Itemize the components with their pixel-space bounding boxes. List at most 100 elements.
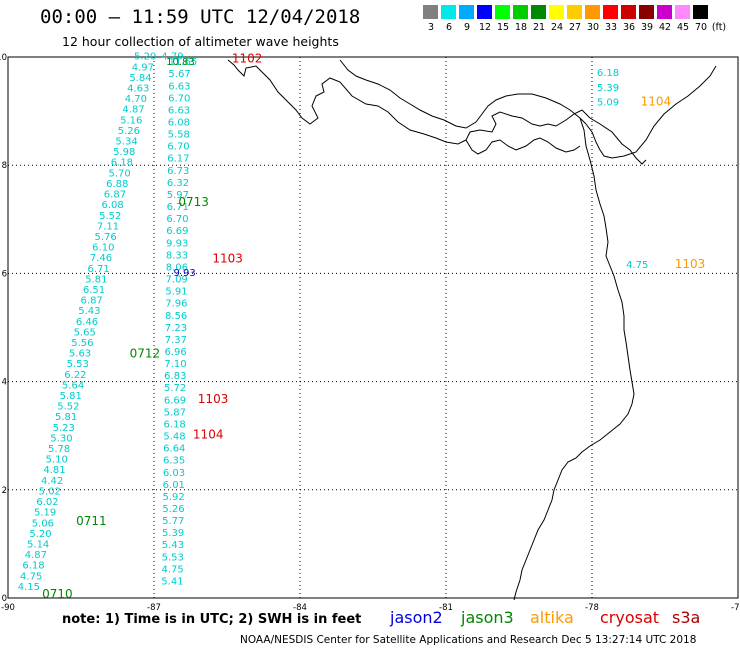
scale-swatch xyxy=(657,5,672,19)
wave-height-value: 6.87 xyxy=(104,190,126,201)
wave-height-values: 5.204.975.844.634.704.875.165.265.345.98… xyxy=(18,52,649,593)
wave-height-value: 6.73 xyxy=(167,166,189,177)
scale-label: 39 xyxy=(640,22,654,33)
scale-label: 18 xyxy=(514,22,528,33)
wave-height-value: 5.72 xyxy=(164,383,186,394)
lon-tick-label: -81 xyxy=(439,603,453,613)
lon-tick-label: -84 xyxy=(293,603,307,613)
wave-height-value: 5.20 xyxy=(29,529,51,540)
footer-credit: NOAA/NESDIS Center for Satellite Applica… xyxy=(240,634,697,646)
wave-height-value: 6.70 xyxy=(167,142,189,153)
pass-time-label: 0713 xyxy=(178,195,209,209)
wave-height-value: 5.39 xyxy=(597,83,619,94)
wave-height-value: 6.08 xyxy=(101,200,123,211)
legend-jason2: jason2 xyxy=(390,608,443,627)
wave-height-value: 9.93 xyxy=(173,268,195,279)
wave-height-value: 6.88 xyxy=(106,179,128,190)
coastline xyxy=(227,59,717,601)
scale-swatch xyxy=(459,5,474,19)
legend-s3a: s3a xyxy=(672,608,701,627)
wave-height-value: 8.56 xyxy=(165,311,187,322)
wave-height-value: 8.33 xyxy=(166,250,188,261)
scale-swatch xyxy=(567,5,582,19)
wave-height-value: 6.64 xyxy=(163,444,185,455)
scale-label: 36 xyxy=(622,22,636,33)
scale-label: 24 xyxy=(550,22,564,33)
wave-height-value: 5.39 xyxy=(162,528,184,539)
scale-label: 3 xyxy=(427,22,435,33)
wave-height-value: 5.10 xyxy=(46,455,68,466)
wave-height-value: 6.96 xyxy=(165,347,187,358)
map-frame xyxy=(7,56,739,599)
wave-height-value: 5.26 xyxy=(118,126,140,137)
wave-height-value: 6.71 xyxy=(88,264,110,275)
wave-height-value: 7.11 xyxy=(97,221,119,232)
map-title: 00:00 – 11:59 UTC 12/04/2018 xyxy=(40,6,361,28)
pass-time-label: 1103 xyxy=(212,252,243,266)
wave-height-value: 4.42 xyxy=(41,476,63,487)
wave-height-value: 5.48 xyxy=(163,432,185,443)
lat-tick-label: 4 xyxy=(2,378,7,388)
wave-height-value: 6.69 xyxy=(166,226,188,237)
wave-height-value: 4.15 xyxy=(18,582,40,593)
wave-height-value: 6.18 xyxy=(164,419,186,430)
wave-height-value: 5.53 xyxy=(67,359,89,370)
wave-height-value: 6.63 xyxy=(168,105,190,116)
scale-swatch xyxy=(531,5,546,19)
coastline-south-america-pacific xyxy=(513,117,635,601)
scale-swatch xyxy=(621,5,636,19)
wave-height-value: 5.23 xyxy=(53,423,75,434)
wave-height-value: 5.09 xyxy=(597,98,619,109)
wave-height-value: 5.91 xyxy=(165,287,187,298)
lon-tick-label: -75 xyxy=(731,603,740,613)
wave-height-value: 5.52 xyxy=(99,211,121,222)
pass-time-label: 1102 xyxy=(232,51,263,65)
wave-height-value: 7.37 xyxy=(165,335,187,346)
pass-time-label: 0711 xyxy=(76,514,107,528)
pass-time-label: 1104 xyxy=(641,95,672,109)
pass-time-label: 0710 xyxy=(42,587,73,601)
scale-swatch xyxy=(639,5,654,19)
wave-height-value: 7.46 xyxy=(90,253,112,264)
wave-height-value: 5.53 xyxy=(162,552,184,563)
wave-height-value: 5.43 xyxy=(162,540,184,551)
wave-height-value: 6.63 xyxy=(168,81,190,92)
scale-swatch xyxy=(513,5,528,19)
wave-height-value: 5.64 xyxy=(62,380,84,391)
wave-height-value: 5.70 xyxy=(108,168,130,179)
wave-height-value: 10.83 xyxy=(166,57,195,68)
scale-unit: (ft) xyxy=(711,22,727,33)
wave-height-value: 6.18 xyxy=(22,561,44,572)
scale-swatch xyxy=(675,5,690,19)
wave-height-value: 5.41 xyxy=(161,576,183,587)
lat-tick-label: 8 xyxy=(2,161,7,171)
wave-height-value: 5.81 xyxy=(55,412,77,423)
wave-height-value: 4.70 xyxy=(125,94,147,105)
wave-height-value: 5.87 xyxy=(164,407,186,418)
scale-swatch xyxy=(495,5,510,19)
wave-height-value: 5.63 xyxy=(69,349,91,360)
wave-height-value: 4.63 xyxy=(127,84,149,95)
wave-height-value: 6.10 xyxy=(92,243,114,254)
wave-height-value: 5.76 xyxy=(95,232,117,243)
coastline-colombia-north xyxy=(585,65,717,159)
wave-height-value: 6.87 xyxy=(81,296,103,307)
wave-height-value: 5.14 xyxy=(27,539,49,550)
scale-swatch xyxy=(549,5,564,19)
lat-tick-label: 0 xyxy=(2,594,7,604)
scale-swatch xyxy=(585,5,600,19)
pass-time-label: 1104 xyxy=(193,427,224,441)
scale-label: 9 xyxy=(463,22,471,33)
wave-height-value: 5.81 xyxy=(60,391,82,402)
wave-height-value: 5.92 xyxy=(162,492,184,503)
wave-height-value: 7.10 xyxy=(164,359,186,370)
wave-height-value: 5.06 xyxy=(32,518,54,529)
wave-height-value: 5.56 xyxy=(71,338,93,349)
wave-height-value: 7.96 xyxy=(165,299,187,310)
coastline-gulf-of-panama xyxy=(465,137,581,155)
lat-tick-label: 6 xyxy=(2,269,7,279)
wave-height-value: 6.18 xyxy=(111,158,133,169)
wave-height-value: 4.87 xyxy=(25,550,47,561)
wave-height-value: 9.93 xyxy=(166,238,188,249)
